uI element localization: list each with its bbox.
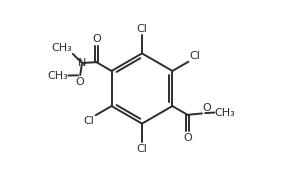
Text: N: N (78, 58, 86, 68)
Text: Cl: Cl (137, 24, 147, 33)
Text: O: O (183, 133, 192, 143)
Text: CH₃: CH₃ (52, 43, 72, 53)
Text: O: O (76, 77, 85, 87)
Text: CH₃: CH₃ (47, 70, 68, 81)
Text: CH₃: CH₃ (215, 108, 235, 118)
Text: O: O (202, 103, 211, 113)
Text: Cl: Cl (137, 144, 147, 154)
Text: O: O (92, 34, 101, 44)
Text: Cl: Cl (83, 116, 94, 126)
Text: Cl: Cl (190, 51, 201, 61)
